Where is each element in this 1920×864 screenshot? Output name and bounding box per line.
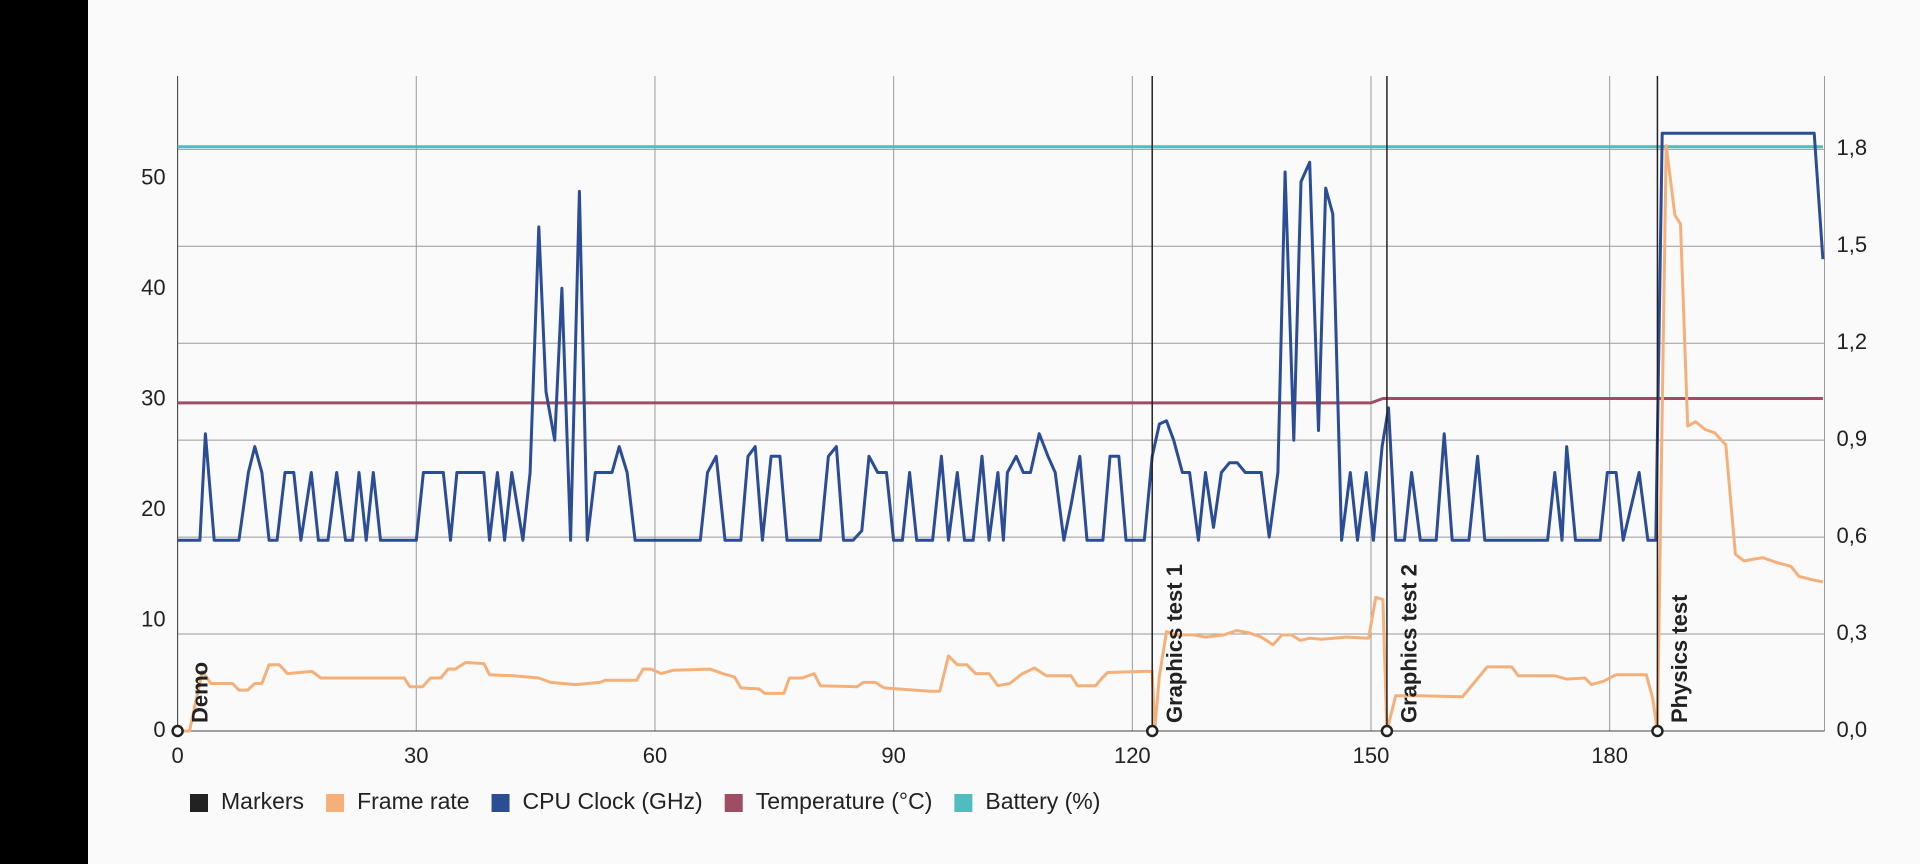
legend-label: Temperature (°C) xyxy=(756,788,933,814)
side-bar xyxy=(0,0,88,864)
y2-tick-label: 1,2 xyxy=(1837,329,1868,354)
y-tick-label: 0 xyxy=(153,717,165,742)
marker-point xyxy=(1380,724,1394,738)
legend-label: Battery (%) xyxy=(985,788,1100,814)
y2-tick-label: 1,8 xyxy=(1837,135,1868,160)
y-tick-label: 40 xyxy=(141,275,165,300)
marker-label: Demo xyxy=(187,662,212,723)
x-tick-label: 150 xyxy=(1353,743,1390,768)
legend-swatch xyxy=(724,794,743,812)
series-line xyxy=(177,397,1823,405)
marker-label: Physics test xyxy=(1667,594,1692,723)
marker-label: Graphics test 1 xyxy=(1162,564,1187,723)
y2-tick-label: 0,6 xyxy=(1837,523,1868,548)
legend-swatch xyxy=(326,794,345,812)
y-tick-label: 20 xyxy=(141,496,165,521)
y-tick-label: 50 xyxy=(141,165,165,190)
y-tick-label: 10 xyxy=(141,606,165,631)
legend-label: Markers xyxy=(221,788,304,814)
y2-tick-label: 0,0 xyxy=(1837,717,1868,742)
marker-label: Graphics test 2 xyxy=(1397,564,1422,723)
y2-tick-label: 0,3 xyxy=(1837,620,1868,645)
y2-tick-label: 1,5 xyxy=(1837,232,1868,257)
y-tick-label: 30 xyxy=(141,385,165,410)
marker-point xyxy=(1145,724,1159,738)
x-tick-label: 120 xyxy=(1114,743,1151,768)
marker-point xyxy=(171,724,184,738)
legend-swatch xyxy=(954,794,973,812)
legend-label: CPU Clock (GHz) xyxy=(523,788,703,814)
series-line xyxy=(177,131,1825,542)
x-tick-label: 30 xyxy=(404,743,428,768)
series-line xyxy=(177,144,1824,733)
legend-swatch xyxy=(190,794,208,812)
marker-point xyxy=(1651,724,1664,738)
legend-label: Frame rate xyxy=(357,788,469,814)
x-tick-label: 180 xyxy=(1591,743,1628,768)
legend-swatch xyxy=(491,794,510,812)
y2-tick-label: 0,9 xyxy=(1837,426,1868,451)
x-tick-label: 60 xyxy=(643,743,667,768)
x-tick-label: 90 xyxy=(881,743,905,768)
x-tick-label: 0 xyxy=(171,743,183,768)
